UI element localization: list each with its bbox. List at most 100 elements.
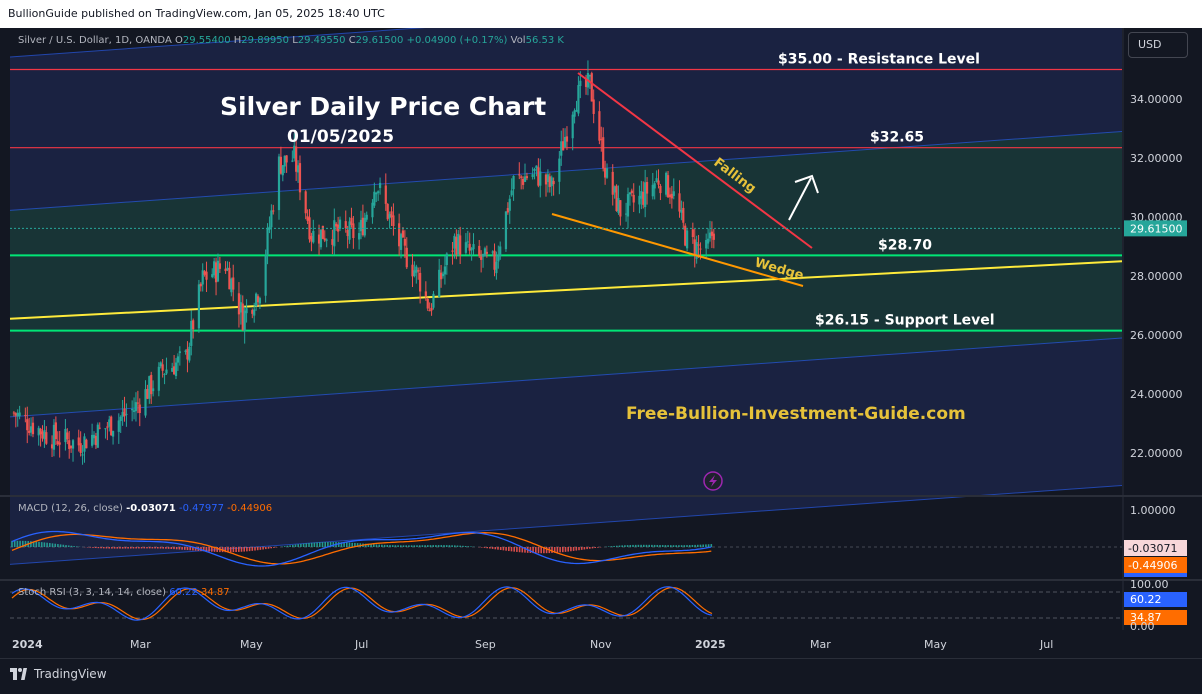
candle-body: [532, 174, 534, 177]
macd-hist-bar: [125, 547, 127, 549]
macd-hist-bar: [665, 545, 667, 547]
candle-body: [526, 176, 528, 178]
macd-hist-bar: [243, 547, 245, 552]
macd-hist-bar: [646, 545, 648, 547]
macd-hist-bar: [508, 547, 510, 551]
macd-hist-bar: [640, 545, 642, 547]
stoch-k-tag-label: 60.22: [1130, 593, 1162, 606]
candle-body: [612, 172, 614, 195]
macd-hist-bar: [611, 546, 613, 547]
candle-body: [266, 228, 268, 254]
candle-body: [125, 414, 127, 415]
candle-body: [158, 367, 160, 391]
candle-body: [697, 244, 699, 245]
candle-body: [64, 429, 66, 442]
candle-body: [200, 284, 202, 286]
candle-body: [333, 220, 335, 246]
candle-body: [83, 436, 85, 451]
currency-button[interactable]: USD: [1128, 32, 1188, 58]
macd-hist-bar: [106, 547, 108, 548]
candle-body: [375, 193, 377, 194]
macd-hist-bar: [68, 545, 70, 547]
candle-body: [398, 223, 400, 246]
macd-hist-bar: [311, 543, 313, 547]
macd-hist-bar: [208, 547, 210, 552]
candle-body: [533, 169, 535, 171]
macd-hist-bar: [613, 546, 615, 547]
macd-hist-bar: [146, 547, 148, 548]
macd-hist-bar: [397, 545, 399, 547]
candle-body: [377, 191, 379, 193]
candle-body: [339, 220, 341, 229]
candle-body: [404, 239, 406, 246]
candle-body: [579, 81, 581, 86]
candle-body: [472, 244, 474, 249]
macd-hist-bar: [597, 547, 599, 548]
macd-hist-bar: [252, 547, 254, 551]
tradingview-brand[interactable]: TradingView: [10, 667, 107, 681]
macd-hist-bar: [486, 547, 488, 548]
chart-area[interactable]: $35.00 - Resistance Level$32.65$28.70$26…: [0, 28, 1202, 658]
macd-hist-bar: [292, 545, 294, 547]
macd-hist-bar: [133, 547, 135, 548]
candle-body: [619, 200, 621, 216]
candle-body: [160, 362, 162, 366]
macd-hist-bar: [635, 545, 637, 547]
site-watermark: Free-Bullion-Investment-Guide.com: [626, 404, 966, 424]
level-label-2: $28.70: [878, 237, 932, 253]
macd-hist-bar: [468, 546, 470, 547]
candle-body: [66, 432, 68, 439]
candle-body: [282, 165, 284, 175]
candle-body: [17, 413, 19, 416]
macd-hist-bar: [657, 545, 659, 547]
price-legend: Silver / U.S. Dollar, 1D, OANDA O29.5540…: [18, 35, 564, 46]
macd-hist-bar: [324, 542, 326, 547]
candle-body: [440, 273, 442, 280]
candle-body: [26, 419, 28, 430]
candle-body: [678, 193, 680, 211]
macd-hist-bar: [540, 547, 542, 553]
candle-body: [307, 216, 309, 221]
candle-body: [457, 234, 459, 254]
candle-body: [284, 156, 286, 167]
candle-body: [389, 214, 391, 218]
candle-body: [495, 262, 497, 273]
candle-body: [558, 159, 560, 182]
candle-body: [232, 277, 234, 289]
candle-body: [30, 426, 32, 432]
x-tick-label: Mar: [810, 638, 831, 651]
macd-hist-bar: [346, 542, 348, 547]
candle-body: [615, 186, 617, 211]
candle-body: [686, 230, 688, 248]
macd-hist-bar: [492, 547, 494, 549]
candle-body: [471, 248, 473, 250]
macd-hist-bar: [295, 545, 297, 547]
candle-body: [205, 272, 207, 280]
macd-hist-bar: [621, 545, 623, 547]
macd-hist-bar: [446, 545, 448, 547]
x-tick-label: 2025: [695, 638, 726, 651]
macd-hist-bar: [567, 547, 569, 552]
candle-body: [135, 402, 137, 411]
macd-hist-bar: [451, 545, 453, 547]
macd-hist-bar: [570, 547, 572, 551]
candle-body: [40, 429, 42, 434]
candle-body: [228, 268, 230, 289]
candle-body: [335, 224, 337, 227]
macd-hist-bar: [411, 545, 413, 547]
macd-hist-bar: [546, 547, 548, 553]
candle-body: [81, 454, 83, 455]
candle-body: [118, 420, 120, 431]
candle-body: [705, 240, 707, 248]
candle-body: [350, 218, 352, 225]
macd-hist-bar: [422, 545, 424, 547]
macd-hist-bar: [25, 541, 27, 547]
macd-hist-bar: [659, 545, 661, 547]
macd-hist-bar: [65, 545, 67, 547]
candle-body: [379, 183, 381, 188]
macd-hist-bar: [630, 545, 632, 547]
candle-body: [425, 291, 427, 296]
legend-change: +0.04900 (+0.17%): [407, 35, 508, 46]
macd-hist-bar: [254, 547, 256, 551]
macd-hist-bar: [584, 547, 586, 549]
